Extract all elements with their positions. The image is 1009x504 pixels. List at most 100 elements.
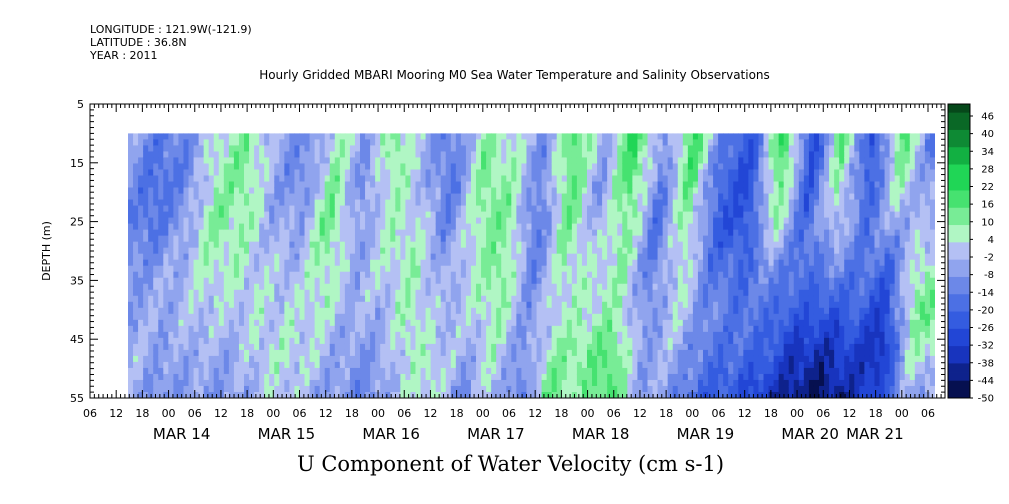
- heatmap-cell: [314, 199, 321, 207]
- heatmap-cell: [375, 283, 381, 291]
- heatmap-cell: [627, 385, 633, 393]
- heatmap-cell: [370, 235, 376, 243]
- heatmap-cell: [556, 343, 563, 351]
- heatmap-cell: [440, 319, 447, 327]
- heatmap-cell: [617, 373, 623, 381]
- heatmap-cell: [501, 139, 507, 147]
- heatmap-cell: [551, 217, 558, 225]
- heatmap-cell: [516, 145, 523, 153]
- heatmap-cell: [536, 181, 543, 189]
- heatmap-cell: [375, 319, 381, 327]
- heatmap-cell: [541, 187, 548, 195]
- heatmap-cell: [259, 181, 265, 189]
- heatmap-cell: [627, 139, 633, 147]
- heatmap-cell: [486, 223, 492, 231]
- heatmap-cell: [687, 337, 694, 345]
- heatmap-cell: [410, 373, 417, 381]
- heatmap-cell: [193, 313, 200, 321]
- heatmap-cell: [153, 235, 159, 243]
- heatmap-cell: [385, 367, 391, 375]
- heatmap-cell: [380, 169, 386, 177]
- heatmap-cell: [617, 139, 623, 147]
- heatmap-cell: [213, 181, 220, 189]
- heatmap-cell: [470, 367, 477, 375]
- heatmap-cell: [259, 133, 265, 141]
- heatmap-cell: [430, 307, 437, 315]
- heatmap-cell: [642, 241, 649, 249]
- heatmap-cell: [511, 139, 517, 147]
- heatmap-cell: [339, 181, 346, 189]
- heatmap-cell: [324, 259, 331, 267]
- heatmap-cell: [546, 349, 553, 357]
- heatmap-cell: [612, 139, 618, 147]
- heatmap-cell: [385, 133, 391, 141]
- heatmap-cell: [642, 229, 649, 237]
- heatmap-cell: [354, 175, 361, 183]
- heatmap-cell: [198, 265, 205, 273]
- heatmap-cell: [607, 289, 613, 297]
- heatmap-cell: [143, 379, 149, 387]
- heatmap-cell: [254, 391, 260, 398]
- heatmap-cell: [259, 373, 265, 381]
- heatmap-cell: [395, 319, 401, 327]
- heatmap-cell: [133, 337, 139, 345]
- heatmap-cell: [632, 223, 639, 231]
- heatmap-cell: [491, 373, 497, 381]
- heatmap-cell: [324, 277, 331, 285]
- heatmap-cell: [536, 163, 543, 171]
- heatmap-cell: [284, 133, 290, 141]
- heatmap-cell: [581, 343, 588, 351]
- heatmap-cell: [536, 361, 543, 369]
- heatmap-cell: [138, 133, 144, 141]
- heatmap-cell: [314, 241, 321, 249]
- heatmap-cell: [526, 247, 533, 255]
- heatmap-cell: [203, 343, 210, 351]
- heatmap-cell: [370, 247, 376, 255]
- heatmap-cell: [607, 385, 613, 393]
- heatmap-cell: [415, 373, 422, 381]
- heatmap-cell: [238, 295, 245, 303]
- heatmap-cell: [445, 229, 452, 237]
- heatmap-cell: [299, 289, 306, 297]
- heatmap-cell: [233, 193, 240, 201]
- heatmap-cell: [153, 199, 159, 207]
- heatmap-cell: [632, 343, 639, 351]
- heatmap-cell: [279, 187, 285, 195]
- heatmap-cell: [440, 259, 447, 267]
- heatmap-cell: [223, 211, 230, 219]
- heatmap-cell: [420, 133, 427, 141]
- heatmap-cell: [425, 211, 432, 219]
- heatmap-cell: [561, 331, 568, 339]
- heatmap-cell: [597, 313, 603, 321]
- heatmap-cell: [455, 313, 462, 321]
- heatmap-cell: [576, 331, 583, 339]
- heatmap-cell: [319, 235, 326, 243]
- heatmap-cell: [279, 247, 285, 255]
- heatmap-cell: [566, 151, 573, 159]
- heatmap-cell: [349, 385, 356, 393]
- heatmap-cell: [682, 241, 689, 249]
- heatmap-cell: [395, 271, 401, 279]
- heatmap-cell: [213, 283, 220, 291]
- heatmap-cell: [672, 307, 679, 315]
- heatmap-cell: [143, 241, 149, 249]
- heatmap-cell: [269, 313, 275, 321]
- heatmap-cell: [289, 265, 296, 273]
- heatmap-cell: [264, 355, 270, 363]
- heatmap-cell: [279, 343, 285, 351]
- heatmap-cell: [511, 163, 517, 171]
- heatmap-cell: [380, 307, 386, 315]
- heatmap-cell: [279, 169, 285, 177]
- heatmap-cell: [420, 187, 427, 195]
- heatmap-cell: [309, 223, 316, 231]
- heatmap-cell: [279, 385, 285, 393]
- heatmap-cell: [143, 133, 149, 141]
- heatmap-cell: [390, 373, 396, 381]
- heatmap-cell: [264, 265, 270, 273]
- heatmap-cell: [128, 367, 134, 375]
- heatmap-cell: [481, 307, 487, 315]
- heatmap-cell: [284, 163, 290, 171]
- heatmap-cell: [597, 187, 603, 195]
- heatmap-cell: [163, 259, 169, 267]
- heatmap-cell: [309, 181, 316, 189]
